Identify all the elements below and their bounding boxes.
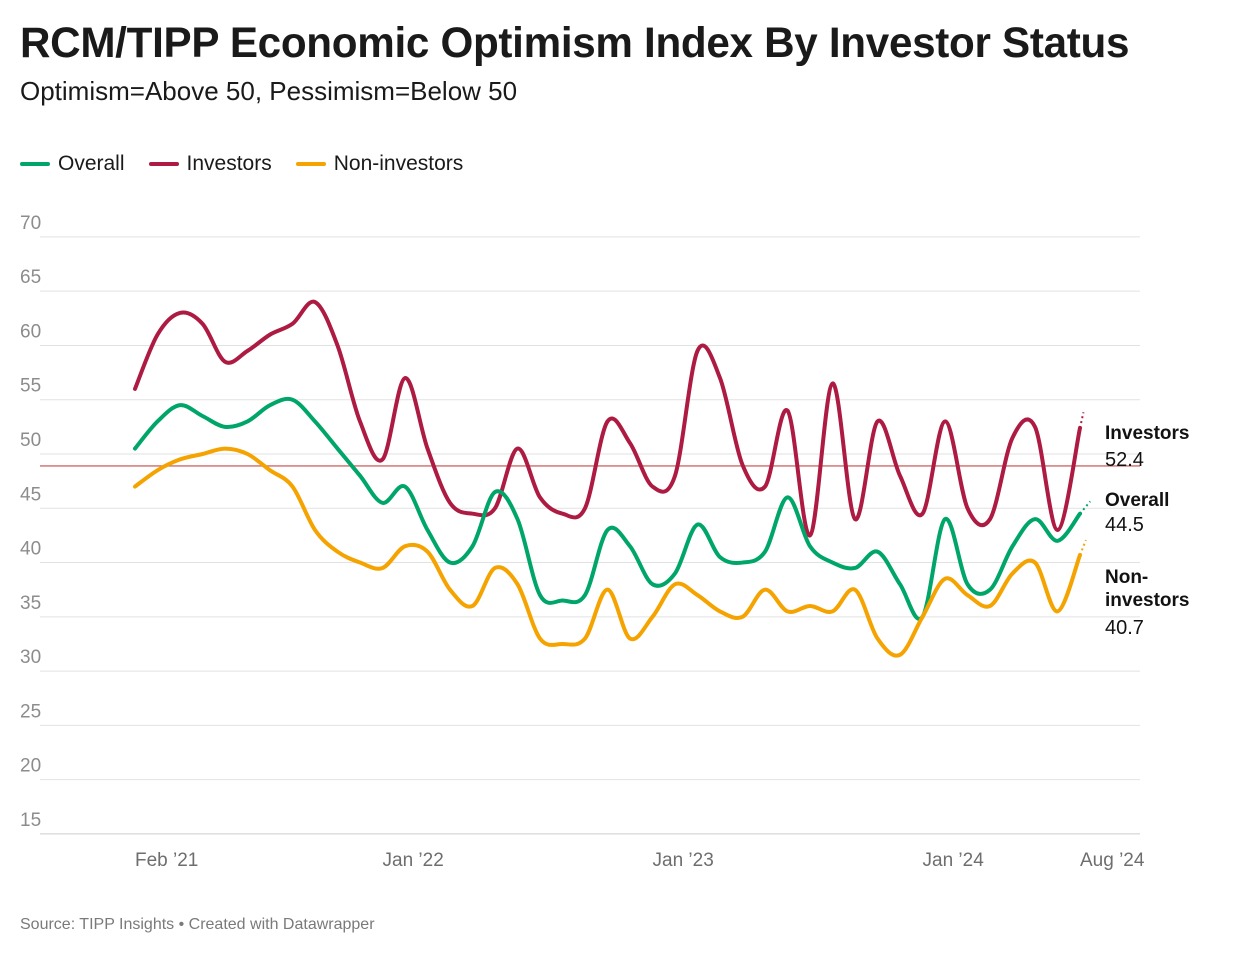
svg-text:60: 60 <box>20 322 41 343</box>
svg-text:Jan ’23: Jan ’23 <box>653 850 714 871</box>
svg-text:25: 25 <box>20 702 41 723</box>
svg-text:Aug ’24: Aug ’24 <box>1080 850 1145 871</box>
svg-text:Overall: Overall <box>1105 490 1169 511</box>
svg-text:45: 45 <box>20 485 41 506</box>
svg-text:15: 15 <box>20 810 41 831</box>
svg-text:35: 35 <box>20 593 41 614</box>
svg-text:40.7: 40.7 <box>1105 617 1144 639</box>
svg-text:44.5: 44.5 <box>1105 514 1144 536</box>
svg-text:Investors: Investors <box>1105 423 1189 444</box>
svg-text:65: 65 <box>20 268 41 289</box>
svg-text:investors: investors <box>1105 590 1189 611</box>
svg-text:40: 40 <box>20 539 41 560</box>
svg-text:70: 70 <box>20 213 41 234</box>
svg-text:Jan ’22: Jan ’22 <box>383 850 444 871</box>
svg-text:20: 20 <box>20 756 41 777</box>
svg-text:Feb ’21: Feb ’21 <box>135 850 198 871</box>
svg-text:50: 50 <box>20 430 41 451</box>
svg-text:Jan ’24: Jan ’24 <box>923 850 985 871</box>
svg-text:55: 55 <box>20 376 41 397</box>
svg-text:30: 30 <box>20 648 41 669</box>
svg-text:Non-: Non- <box>1105 567 1148 588</box>
svg-text:52.4: 52.4 <box>1105 449 1144 471</box>
